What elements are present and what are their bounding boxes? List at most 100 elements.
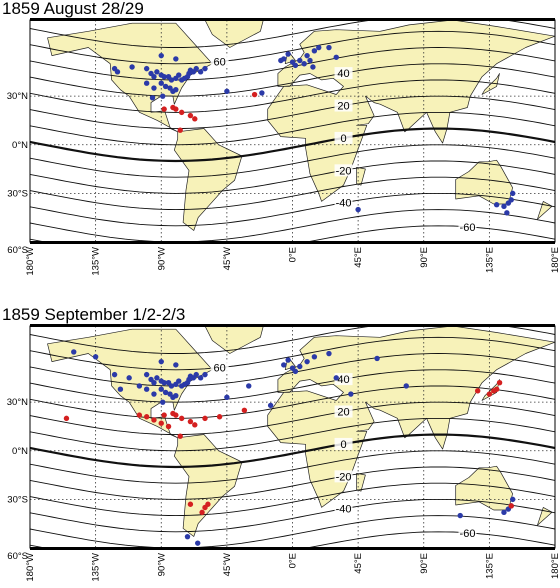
observation-point <box>161 74 167 80</box>
y-tick-label: 0°N <box>12 140 28 151</box>
observation-point <box>216 414 223 420</box>
panel-title: 1859 September 1/2-2/3 <box>2 305 185 324</box>
observation-point <box>158 420 164 426</box>
observation-point <box>158 358 164 365</box>
observation-point <box>184 533 191 540</box>
observation-point <box>241 407 248 413</box>
observation-point <box>285 51 291 57</box>
observation-point <box>493 202 500 208</box>
y-tick-label: 30°S <box>7 188 28 199</box>
observation-point <box>63 415 70 422</box>
observation-point <box>508 197 514 203</box>
observation-point <box>333 54 339 60</box>
observation-point <box>355 206 361 213</box>
contour-line <box>30 466 555 500</box>
contour-label-bg <box>334 99 353 112</box>
observation-point <box>173 412 179 418</box>
observation-point <box>160 93 166 99</box>
contour-line <box>30 79 555 113</box>
map-content: 60 40 20 0 -20 -40 -60 <box>30 326 555 548</box>
observation-point <box>292 62 299 69</box>
frame-top <box>30 18 555 21</box>
contour-line <box>30 353 555 387</box>
observation-point <box>162 83 169 90</box>
y-tick-label: 60°S <box>7 551 28 562</box>
observation-point <box>136 383 143 389</box>
contour-label: 60 <box>213 363 225 375</box>
observation-point <box>292 368 299 375</box>
x-tick-label: 90°E <box>419 553 430 574</box>
observation-point <box>71 349 77 355</box>
x-tick-label: 45°E <box>353 553 364 574</box>
observation-point <box>333 375 339 381</box>
observation-point <box>161 412 167 418</box>
contour-line <box>30 144 555 178</box>
observation-point <box>501 203 507 210</box>
observation-point <box>281 362 287 368</box>
observation-point <box>486 391 493 397</box>
panel-title: 1859 August 28/29 <box>2 0 144 18</box>
x-tick-label: 135°W <box>91 247 102 276</box>
observation-point <box>151 391 157 397</box>
observation-point <box>149 95 156 101</box>
contour-label: 20 <box>337 407 349 419</box>
observation-point <box>117 386 124 392</box>
contour-line <box>30 30 555 65</box>
observation-point <box>129 64 135 70</box>
contour-line <box>30 515 555 548</box>
observation-point <box>202 504 208 511</box>
observation-point <box>136 412 143 418</box>
observation-point <box>158 386 164 392</box>
observation-point <box>202 371 208 378</box>
observation-point <box>143 386 150 392</box>
observation-point <box>177 433 183 439</box>
frame-bottom <box>30 241 555 244</box>
contour-label: 40 <box>337 68 349 80</box>
observation-point <box>285 357 291 363</box>
observation-point <box>304 358 310 365</box>
contour-label-bg <box>334 373 353 386</box>
contour-label: 0 <box>340 133 346 145</box>
observation-point <box>176 72 182 78</box>
contour-line <box>30 111 555 146</box>
x-tick-label: 180°W <box>25 247 36 276</box>
contour-label-bg <box>210 361 229 374</box>
x-tick-label: 180°W <box>25 553 36 582</box>
contour-label-bg <box>210 55 229 68</box>
contour-line <box>30 482 555 517</box>
observation-point <box>475 388 481 394</box>
contour-label: -60 <box>460 222 476 234</box>
observation-point <box>311 48 318 54</box>
observation-point <box>310 64 316 70</box>
x-tick-label: 45°W <box>222 247 233 270</box>
contour-line <box>30 385 555 419</box>
observation-point <box>246 383 252 389</box>
observation-point <box>111 371 118 378</box>
observation-point <box>267 402 274 409</box>
contour-line <box>30 95 555 130</box>
observation-point <box>154 375 160 381</box>
x-tick-label: 135°W <box>91 553 102 582</box>
observation-point <box>126 375 132 381</box>
observation-point <box>510 496 516 503</box>
contour-line <box>30 63 555 97</box>
frame-top <box>30 324 555 327</box>
observation-point <box>143 80 150 86</box>
observation-point <box>510 190 516 197</box>
observation-point <box>193 371 199 378</box>
x-tick-label: 180°E <box>550 553 560 579</box>
observation-point <box>151 74 157 80</box>
observation-point <box>158 80 164 86</box>
contour-label: -20 <box>336 471 352 483</box>
contour-label: -40 <box>336 504 352 516</box>
contour-label-bg <box>334 502 353 515</box>
observation-point <box>176 378 182 384</box>
observation-point <box>311 354 318 360</box>
observation-point <box>501 509 507 516</box>
contour-label: -40 <box>336 198 352 210</box>
observation-point <box>199 509 205 516</box>
x-tick-label: 0°E <box>288 553 299 568</box>
observation-point <box>151 85 157 91</box>
observation-point <box>195 540 201 546</box>
